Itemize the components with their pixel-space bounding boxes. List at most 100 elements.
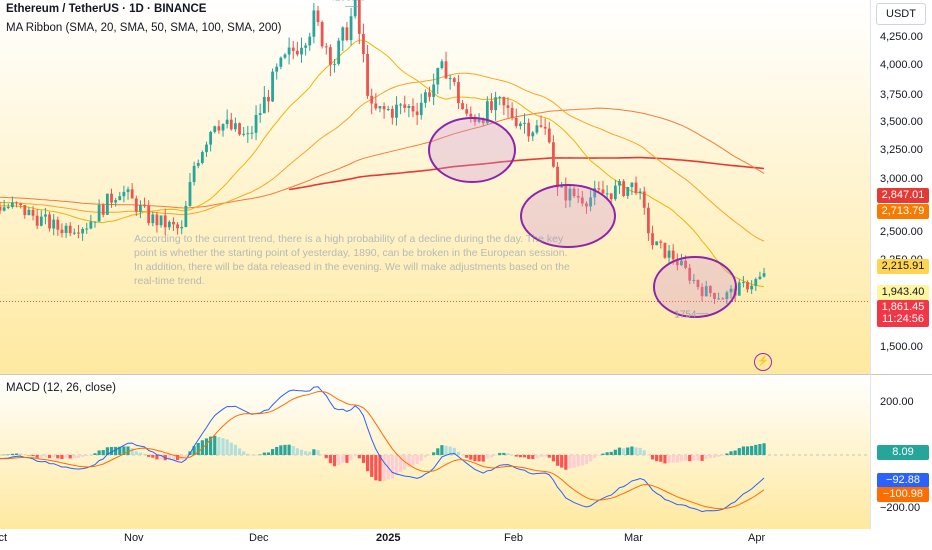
candle-body <box>560 185 564 188</box>
candle-body <box>19 203 23 206</box>
candle-body <box>246 133 250 135</box>
macd-histogram-bar <box>10 453 14 455</box>
candle <box>622 179 626 198</box>
macd-histogram-bar <box>411 455 415 466</box>
candle-body <box>64 225 68 233</box>
macd-histogram-bar <box>109 447 114 455</box>
macd-histogram-bar <box>671 455 675 463</box>
candle <box>514 108 518 129</box>
time-axis-label: Oct <box>0 532 8 544</box>
candle <box>556 162 559 196</box>
macd-histogram-bar <box>225 439 229 455</box>
macd-histogram-bar <box>312 449 316 455</box>
candle-body <box>407 106 411 108</box>
price-tag: 1,943.40 <box>877 285 929 300</box>
candle-body <box>502 97 506 106</box>
macd-histogram-bar <box>506 453 510 455</box>
candle-body <box>725 292 729 300</box>
candle <box>81 227 84 241</box>
macd-histogram-bar <box>97 450 101 455</box>
candle-body <box>283 54 287 58</box>
candle-body <box>692 279 696 281</box>
macd-histogram-bar <box>279 445 283 455</box>
macd-histogram-bar <box>130 448 134 455</box>
macd-histogram-bar <box>382 455 386 481</box>
candle-body <box>291 47 295 51</box>
candle-body <box>180 226 184 229</box>
candle-body <box>370 95 374 104</box>
candle-body <box>762 273 766 277</box>
candle <box>523 113 526 134</box>
candle <box>651 225 654 250</box>
macd-histogram-bar <box>650 455 655 460</box>
macd-histogram-bar <box>270 449 275 455</box>
macd-histogram-bar <box>361 455 366 463</box>
candle-body <box>531 132 535 137</box>
candle-body <box>494 97 497 111</box>
macd-histogram-bar <box>696 455 700 461</box>
candle-body <box>151 214 155 224</box>
ma-ribbon-legend[interactable]: MA Ribbon (SMA, 20, SMA, 50, SMA, 100, S… <box>6 22 282 34</box>
candle-body <box>485 101 489 124</box>
macd-histogram-bar <box>634 447 638 455</box>
candle-body <box>568 188 572 201</box>
sma-100-line <box>0 107 765 209</box>
macd-histogram-bar <box>349 455 353 460</box>
macd-histogram-bar <box>588 455 593 462</box>
candle <box>713 292 716 304</box>
macd-pane-background <box>0 374 870 529</box>
candle-body <box>304 45 308 48</box>
symbol-title[interactable]: Ethereum / TetherUS · 1D · BINANCE <box>6 3 207 15</box>
candle-body <box>547 128 551 143</box>
macd-histogram-bar <box>175 455 180 461</box>
candle <box>105 193 109 216</box>
candle-body <box>630 182 634 188</box>
candle <box>320 20 324 49</box>
macd-histogram-bar <box>192 446 196 455</box>
candle-body <box>60 229 64 233</box>
candle <box>19 202 23 209</box>
macd-histogram-bar <box>308 451 312 455</box>
macd-histogram-bar <box>2 454 6 456</box>
candle <box>163 208 167 236</box>
low-price-label: 1754 <box>674 310 697 321</box>
macd-histogram-bar <box>237 448 242 455</box>
candle-body <box>242 133 246 135</box>
macd-histogram-bar <box>440 445 444 455</box>
candle <box>680 253 683 266</box>
candle-body <box>473 116 477 122</box>
candle-body <box>523 122 526 124</box>
macd-histogram-bar <box>266 452 271 455</box>
candle-body <box>114 200 118 203</box>
macd-histogram-bar <box>39 455 43 458</box>
macd-histogram-bar <box>427 455 432 456</box>
candle-body <box>729 288 733 293</box>
candle <box>395 96 398 126</box>
candle-body <box>250 132 254 134</box>
macd-legend[interactable]: MACD (12, 26, close) <box>6 382 116 394</box>
macd-histogram-bar <box>374 455 378 481</box>
candle-body <box>436 68 440 85</box>
candle-body <box>205 144 208 153</box>
macd-histogram-bar <box>155 455 159 460</box>
macd-histogram-bar <box>196 442 200 455</box>
candle <box>630 182 634 195</box>
candle <box>601 180 605 194</box>
lightning-icon[interactable]: ⚡ <box>754 353 772 371</box>
candle <box>750 280 754 294</box>
candle-body <box>337 40 341 64</box>
candle <box>469 106 473 123</box>
candle <box>762 267 766 278</box>
currency-button[interactable]: USDT <box>876 3 926 25</box>
macd-histogram-bar <box>622 448 626 455</box>
candle <box>642 186 646 215</box>
candle-body <box>589 197 592 207</box>
macd-histogram-bar <box>717 455 721 457</box>
candle <box>246 125 250 143</box>
candle <box>184 200 188 228</box>
candle-body <box>329 47 332 65</box>
macd-histogram-bar <box>535 455 539 458</box>
macd-histogram-bar <box>642 450 646 455</box>
macd-histogram-bar <box>390 455 394 479</box>
